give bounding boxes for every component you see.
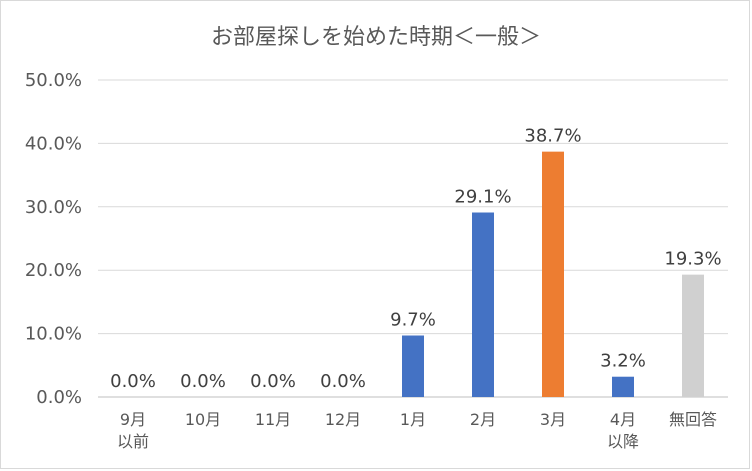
data-labels: 0.0% 0.0% 0.0% 0.0% 9.7% 29.1% 38.7% 3.2% 19.3% <box>110 126 721 392</box>
x-tick-label: 2月 <box>470 410 496 429</box>
data-label: 0.0% <box>180 371 226 392</box>
y-tick-label: 40.0% <box>25 133 82 154</box>
data-label: 29.1% <box>454 187 511 208</box>
y-tick-label: 10.0% <box>25 324 82 345</box>
bar <box>472 212 494 397</box>
chart-title: お部屋探しを始めた時期＜一般＞ <box>211 25 541 50</box>
y-tick-label: 0.0% <box>36 387 82 408</box>
x-tick-label: 3月 <box>540 410 566 429</box>
y-axis-tick-labels: 0.0% 10.0% 20.0% 30.0% 40.0% 50.0% <box>25 70 82 408</box>
x-tick-label: 11月 <box>255 410 291 429</box>
y-tick-label: 30.0% <box>25 197 82 218</box>
x-tick-label: 12月 <box>325 410 361 429</box>
bar <box>402 335 424 397</box>
y-tick-label: 20.0% <box>25 260 82 281</box>
x-tick-label: 4月以降 <box>607 410 639 451</box>
data-label: 0.0% <box>110 371 156 392</box>
data-label: 9.7% <box>390 310 436 331</box>
data-label: 0.0% <box>250 371 296 392</box>
x-axis-tick-labels: 9月以前 10月 11月 12月 1月 2月 3月 4月以降 無回答 <box>117 410 717 451</box>
bar <box>682 274 704 397</box>
data-label: 0.0% <box>320 371 366 392</box>
x-tick-label: 無回答 <box>669 410 717 429</box>
data-label: 19.3% <box>664 249 721 270</box>
data-label: 38.7% <box>524 126 581 147</box>
x-tick-label: 10月 <box>185 410 221 429</box>
x-tick-label: 9月以前 <box>117 410 149 451</box>
bar <box>612 376 634 397</box>
x-tick-label: 1月 <box>400 410 426 429</box>
bar <box>542 151 564 397</box>
y-tick-label: 50.0% <box>25 70 82 91</box>
data-label: 3.2% <box>600 351 646 372</box>
bars <box>402 151 704 397</box>
